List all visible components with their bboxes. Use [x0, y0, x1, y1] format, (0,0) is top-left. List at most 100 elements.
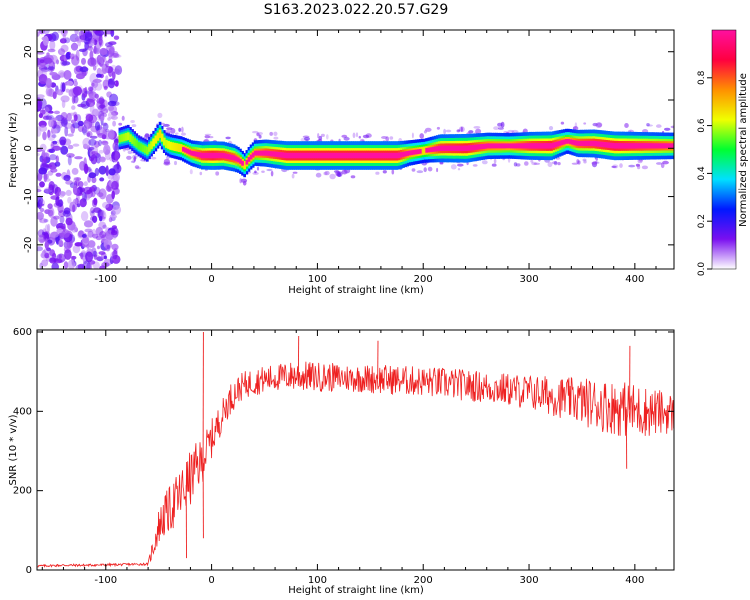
ridge-halo	[130, 160, 136, 163]
ridge-cell	[167, 140, 170, 149]
noise-blob	[58, 254, 62, 259]
ridge-cell	[258, 150, 261, 156]
ridge-cell	[522, 143, 526, 149]
ridge-cell	[383, 152, 386, 159]
ridge-cell	[294, 152, 297, 159]
noise-blob	[65, 189, 72, 196]
ridge-cell	[482, 143, 486, 149]
ridge-halo	[637, 164, 641, 170]
noise-blob	[98, 139, 102, 147]
noise-blob	[77, 263, 86, 269]
ridge-cell	[182, 146, 185, 152]
ridge-cell	[584, 140, 587, 147]
ridge-cell	[184, 147, 187, 153]
ridge-cell	[251, 152, 255, 158]
ridge-halo	[507, 129, 515, 134]
ridge-cell	[664, 143, 668, 149]
noise-blob	[45, 86, 53, 97]
noise-blob	[74, 30, 79, 35]
ridge-cell	[243, 161, 246, 170]
noise-blob	[71, 55, 80, 66]
ridge-cell	[302, 152, 306, 159]
ridge-cell	[228, 154, 232, 160]
ridge-cell	[497, 143, 500, 149]
ridge-cell	[554, 141, 558, 148]
noise-blob	[48, 110, 54, 114]
noise-blob	[82, 191, 87, 203]
ridge-cell	[531, 143, 534, 149]
noise-blob	[75, 73, 85, 80]
ridge-cell	[533, 143, 536, 149]
ridge-cell	[366, 152, 369, 159]
ridge-cell	[647, 143, 651, 149]
noise-blob	[100, 115, 105, 122]
ridge-halo	[459, 126, 465, 133]
noise-blob	[105, 42, 113, 48]
ridge-cell	[395, 152, 399, 159]
ridge-cell	[171, 142, 175, 151]
ridge-halo	[450, 164, 457, 170]
noise-blob	[98, 149, 104, 154]
ridge-cell	[615, 143, 619, 149]
noise-blob	[82, 236, 89, 244]
noise-blob	[37, 172, 43, 182]
noise-blob	[94, 121, 101, 131]
noise-blob	[50, 143, 59, 147]
ridge-cell	[526, 143, 530, 149]
noise-blob	[88, 172, 97, 179]
ridge-cell	[548, 143, 551, 149]
noise-blob	[52, 128, 58, 134]
ridge-cell	[590, 140, 594, 147]
ridge-cell	[603, 142, 606, 148]
noise-blob	[39, 236, 45, 245]
ridge-cell	[340, 152, 344, 159]
noise-blob	[98, 216, 106, 220]
ridge-cell	[364, 152, 367, 159]
ridge-halo	[457, 168, 461, 171]
ridge-cell	[474, 144, 477, 150]
ridge-cell	[594, 141, 598, 147]
ridge-cell	[598, 141, 602, 147]
noise-blob	[80, 31, 86, 43]
noise-blob	[78, 198, 87, 208]
noise-blob	[48, 118, 54, 128]
ridge-cell	[490, 143, 494, 149]
noise-blob	[44, 178, 51, 182]
x-tick-label: 0	[208, 575, 214, 586]
noise-blob	[50, 216, 58, 227]
ridge-cell	[296, 152, 299, 159]
ridge-cell	[224, 153, 227, 159]
ridge-halo	[472, 164, 478, 167]
noise-blob	[77, 38, 82, 47]
ridge-halo	[324, 170, 330, 176]
ridge-cell	[122, 133, 126, 142]
noise-blob	[81, 87, 88, 99]
snr-plot-area	[37, 331, 674, 568]
noise-blob	[38, 167, 48, 175]
ridge-cell	[380, 152, 384, 159]
ridge-cell	[660, 143, 663, 149]
ridge-cell	[461, 145, 464, 152]
ridge-halo	[595, 122, 602, 128]
ridge-halo	[358, 135, 361, 139]
ridge-cell	[308, 152, 312, 159]
noise-blob	[114, 80, 119, 87]
ridge-halo	[419, 133, 425, 139]
ridge-halo	[270, 170, 274, 177]
ridge-cell	[387, 152, 390, 159]
noise-blob	[88, 86, 94, 92]
ridge-cell	[376, 152, 380, 159]
noise-blob	[63, 70, 72, 80]
ridge-halo	[204, 135, 210, 139]
noise-blob	[113, 54, 122, 58]
noise-blob	[89, 145, 99, 156]
ridge-cell	[232, 155, 236, 161]
noise-blob	[107, 58, 113, 64]
noise-blob	[77, 120, 84, 127]
ridge-cell	[607, 142, 610, 148]
ridge-cell	[480, 144, 484, 150]
noise-blob	[47, 209, 54, 217]
ridge-cell	[317, 152, 321, 159]
noise-blob	[99, 177, 105, 182]
noise-blob	[112, 141, 119, 152]
